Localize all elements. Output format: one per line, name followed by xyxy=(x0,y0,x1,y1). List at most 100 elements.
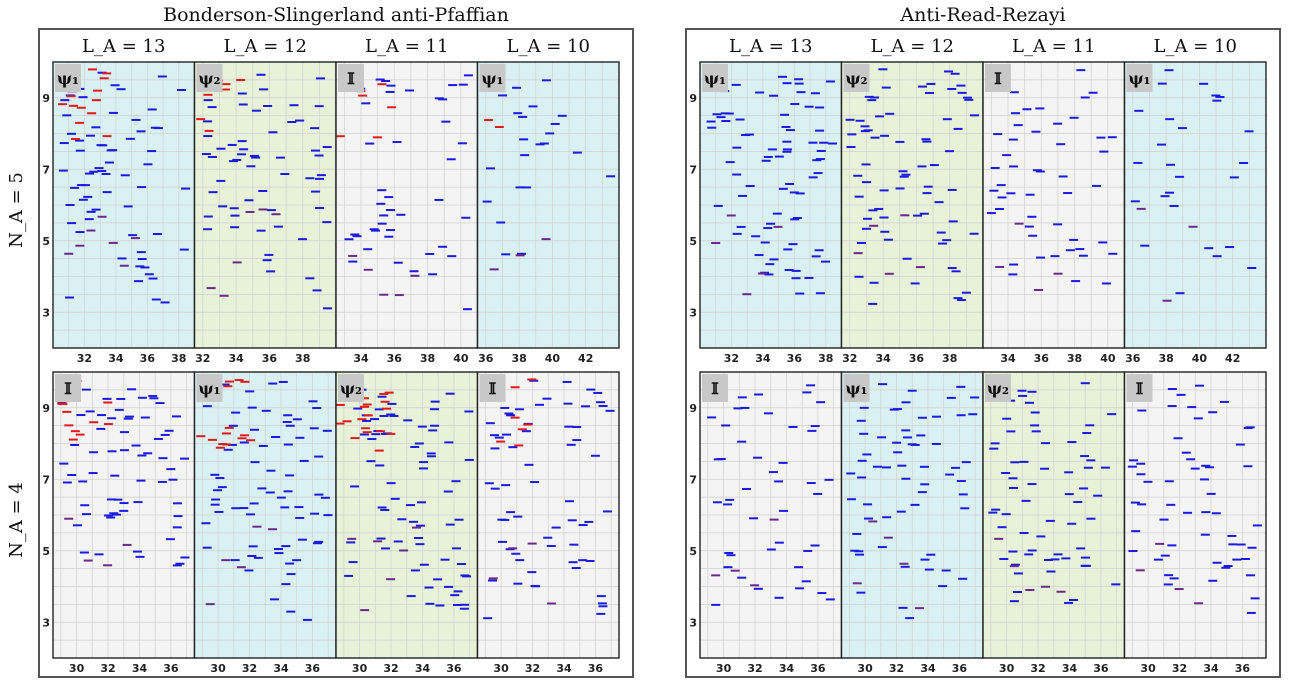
sector-label: 𝕀 xyxy=(994,69,1002,88)
sector-label: ψ₁ xyxy=(198,379,220,398)
y-tick-label: 9 xyxy=(42,402,50,415)
x-tick-label: 36 xyxy=(810,662,826,675)
x-tick-label: 34 xyxy=(1000,352,1016,365)
x-tick-label: 34 xyxy=(108,352,124,365)
sector-badge xyxy=(338,374,364,402)
row-label: N_A = 4 xyxy=(6,482,27,558)
x-tick-label: 36 xyxy=(1125,352,1141,365)
spectrum-panel: ψ₁ 36 38 40 42 xyxy=(1123,61,1267,365)
x-tick-label: 34 xyxy=(415,662,431,675)
x-tick-label: 34 xyxy=(755,352,771,365)
x-tick-label: 38 xyxy=(942,352,957,365)
spectrum-panel: ψ₂ 32 34 36 38 xyxy=(193,61,337,365)
sector-label: ψ₁ xyxy=(845,379,867,398)
panel-border xyxy=(476,61,620,349)
x-tick-label: 32 xyxy=(383,662,398,675)
y-tick-label: 5 xyxy=(42,235,50,248)
sector-label: ψ₂ xyxy=(340,379,362,398)
column-label: L_A = 12 xyxy=(871,36,954,57)
x-tick-label: 32 xyxy=(724,352,739,365)
spectrum-panel: ψ₂ 30 32 34 36 xyxy=(982,371,1126,675)
x-tick-label: 34 xyxy=(875,352,891,365)
x-tick-label: 32 xyxy=(1030,662,1045,675)
x-tick-label: 36 xyxy=(305,662,321,675)
spectrum-panel: 𝕀 30 32 34 36 xyxy=(476,371,620,675)
sector-label: 𝕀 xyxy=(64,379,72,398)
sector-label: ψ₂ xyxy=(987,379,1009,398)
x-tick-label: 38 xyxy=(171,352,186,365)
y-tick-label: 5 xyxy=(689,235,697,248)
sector-label: ψ₁ xyxy=(481,69,503,88)
sector-badge xyxy=(196,374,223,402)
panel-border xyxy=(476,371,620,659)
y-tick-label: 7 xyxy=(42,473,50,486)
spectrum-panel: ψ₂ 32 34 36 38 xyxy=(840,61,984,365)
x-tick-label: 32 xyxy=(100,662,115,675)
x-tick-label: 30 xyxy=(352,662,368,675)
sector-label: ψ₁ xyxy=(704,69,726,88)
x-tick-label: 34 xyxy=(228,352,244,365)
sector-label: 𝕀 xyxy=(489,379,497,398)
x-tick-label: 38 xyxy=(818,352,833,365)
sector-badge xyxy=(1126,64,1153,92)
spectrum-panel: ψ₁ 3 5 7 9 32 34 36 38 xyxy=(42,61,196,365)
x-tick-label: 34 xyxy=(353,352,369,365)
x-tick-label: 30 xyxy=(716,662,732,675)
figure-frame xyxy=(685,28,1281,678)
x-tick-label: 36 xyxy=(1235,662,1251,675)
y-tick-label: 5 xyxy=(689,545,697,558)
x-tick-label: 34 xyxy=(1203,662,1219,675)
sector-label: ψ₁ xyxy=(57,69,79,88)
x-tick-label: 38 xyxy=(295,352,310,365)
x-tick-label: 36 xyxy=(163,662,179,675)
sector-label: 𝕀 xyxy=(711,379,719,398)
spectrum-panel: ψ₂ 30 32 34 36 xyxy=(335,371,479,675)
sector-badge xyxy=(843,64,870,92)
row-label: N_A = 5 xyxy=(6,172,27,248)
x-tick-label: 36 xyxy=(588,662,604,675)
x-tick-label: 38 xyxy=(1067,352,1082,365)
x-tick-label: 36 xyxy=(787,352,803,365)
x-tick-label: 40 xyxy=(1100,352,1116,365)
x-tick-label: 32 xyxy=(242,662,257,675)
column-label: L_A = 13 xyxy=(729,36,812,57)
x-tick-label: 36 xyxy=(909,352,925,365)
x-tick-label: 34 xyxy=(779,662,795,675)
x-tick-label: 36 xyxy=(262,352,278,365)
figure-anti-read-rezayi: Anti-Read-Rezayi L_A = 13 L_A = 12 L_A = 11… xyxy=(685,4,1281,678)
x-tick-label: 40 xyxy=(545,352,561,365)
x-tick-label: 36 xyxy=(478,352,494,365)
sector-label: ψ₁ xyxy=(1128,69,1150,88)
x-tick-label: 36 xyxy=(140,352,156,365)
sector-badge xyxy=(338,64,364,92)
column-label: L_A = 10 xyxy=(507,36,590,57)
spectrum-panel: ψ₁ 36 38 40 42 xyxy=(476,61,620,365)
x-tick-label: 30 xyxy=(857,662,873,675)
sector-badge xyxy=(55,64,81,92)
x-tick-label: 34 xyxy=(273,662,289,675)
x-tick-label: 30 xyxy=(69,662,85,675)
sector-badge xyxy=(479,64,506,92)
x-tick-label: 32 xyxy=(747,662,762,675)
figure-frame xyxy=(38,28,634,678)
spectrum-panel: 𝕀 34 36 38 40 xyxy=(335,61,479,365)
column-label: L_A = 11 xyxy=(365,36,448,57)
y-tick-label: 9 xyxy=(42,92,50,105)
sector-label: 𝕀 xyxy=(1136,379,1144,398)
x-tick-label: 42 xyxy=(578,352,593,365)
sector-badge xyxy=(702,64,728,92)
sector-badge xyxy=(702,374,728,402)
x-tick-label: 38 xyxy=(420,352,435,365)
panel-border xyxy=(1123,61,1267,349)
figure-anti-pfaffian: Bonderson-Slingerland anti-Pfaffian L_A =… xyxy=(6,4,634,678)
figure-title: Bonderson-Slingerland anti-Pfaffian xyxy=(163,4,509,26)
sector-label: ψ₂ xyxy=(845,69,867,88)
x-tick-label: 36 xyxy=(1093,662,1109,675)
sector-badge xyxy=(985,374,1011,402)
x-tick-label: 30 xyxy=(493,662,509,675)
y-tick-label: 7 xyxy=(689,163,697,176)
y-tick-label: 7 xyxy=(42,163,50,176)
spectrum-panel: 𝕀 34 36 38 40 xyxy=(982,61,1126,365)
sector-label: ψ₂ xyxy=(198,69,220,88)
